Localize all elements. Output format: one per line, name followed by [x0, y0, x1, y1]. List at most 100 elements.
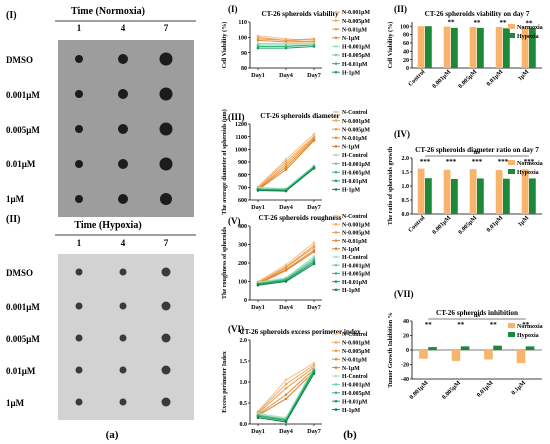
- data-point: [312, 257, 316, 260]
- bar-normoxia: [516, 350, 526, 364]
- spheroid: [75, 55, 83, 63]
- normoxia-row-dmso: DMSO: [6, 55, 33, 65]
- legend-label: N-0.01μM: [342, 357, 368, 363]
- legend-label: Hypoxia: [517, 333, 539, 339]
- significance-mark: ***: [446, 158, 457, 166]
- legend-label: N-Control: [342, 110, 368, 116]
- x-tick-label: 1μM: [517, 214, 531, 228]
- spheroid: [118, 194, 128, 204]
- x-tick-label: Day7: [307, 428, 321, 435]
- bar-normoxia: [419, 350, 428, 359]
- hypoxia-day-4: 4: [121, 238, 126, 248]
- y-axis-label: Cell Viability (%): [221, 22, 228, 69]
- bar-normoxia: [451, 350, 461, 361]
- legend-label: H-0.005μM: [342, 391, 371, 397]
- bar-normoxia: [484, 350, 493, 360]
- chart-title: CT-26 spheroids viability on day 7: [425, 10, 530, 18]
- bar-hypoxia: [477, 178, 484, 214]
- data-point: [312, 244, 316, 247]
- charts-panel: (I) CT-26 spheroids viability 80 90 100 110 Ce…: [221, 4, 543, 441]
- bar-normoxia: [521, 169, 529, 214]
- y-tick-label: 1.5: [240, 359, 248, 365]
- legend-label: H-1μM: [342, 70, 361, 76]
- legend-marker: [334, 153, 338, 157]
- y-tick-label: 100: [238, 36, 247, 42]
- data-point: [284, 420, 288, 424]
- spheroid: [75, 125, 83, 133]
- bar-hypoxia: [529, 178, 536, 214]
- legend-label: Normoxia: [517, 25, 543, 31]
- legend-marker: [334, 280, 338, 283]
- chart-iii: (III) CT-26 spheroids diameter 600 700 800 90…: [221, 109, 371, 215]
- chart-title: CT-26 spheroids diameter ratio on day 7: [415, 146, 539, 154]
- legend-marker: [334, 136, 338, 140]
- bar-normoxia: [417, 168, 425, 214]
- data-point: [284, 387, 288, 390]
- spheroid: [75, 90, 83, 98]
- chart-iv: (IV) CT-26 spheroids diameter ratio on da…: [387, 129, 543, 236]
- legend-label: N-0.001μM: [342, 341, 370, 347]
- normoxia-header: Time (Normoxia): [71, 6, 145, 17]
- x-tick-label: Day7: [307, 304, 321, 311]
- y-tick-label: 1.0: [402, 184, 410, 190]
- bar-hypoxia: [425, 178, 432, 214]
- spheroid: [118, 159, 128, 169]
- bar-normoxia: [521, 27, 529, 68]
- hypoxia-spheroids: [75, 267, 171, 407]
- normoxia-day-7: 7: [164, 23, 169, 33]
- hypoxia-row-1: 1μM: [6, 398, 25, 408]
- data-point: [284, 378, 288, 382]
- y-tick-label: 200: [238, 261, 247, 267]
- hypoxia-day-1: 1: [77, 238, 82, 248]
- data-point: [284, 160, 288, 164]
- data-point: [312, 132, 316, 136]
- bar-hypoxia: [451, 27, 458, 68]
- ns-label: ns: [474, 149, 481, 156]
- legend-label: N-1μM: [342, 36, 360, 42]
- data-point: [284, 397, 288, 401]
- legend-swatch: [508, 169, 515, 174]
- bar-normoxia: [443, 169, 451, 214]
- y-tick-label: 20: [403, 334, 409, 340]
- spheroid: [75, 302, 83, 310]
- x-tick-label: Day4: [279, 428, 293, 435]
- legend-label: N-1μM: [342, 247, 360, 253]
- legend-marker: [334, 383, 338, 386]
- panel-a-label: (a): [106, 429, 119, 441]
- data-point: [312, 241, 316, 244]
- normoxia-roman: (I): [6, 10, 17, 21]
- legend-label: N-0.01μM: [342, 136, 368, 142]
- spheroid: [75, 195, 83, 203]
- y-tick-label: 900: [238, 160, 247, 166]
- legend-marker: [334, 263, 338, 267]
- y-tick-label: 80: [241, 66, 247, 72]
- y-tick-label: 0.5: [402, 198, 410, 204]
- spheroid: [159, 52, 173, 66]
- normoxia-spheroids: [75, 52, 173, 205]
- x-tick-label: 0.005μM: [441, 379, 463, 401]
- series-line: [257, 369, 315, 416]
- spheroid: [75, 398, 83, 406]
- y-tick-label: 110: [238, 20, 247, 26]
- significance-mark: ***: [420, 158, 431, 166]
- chart-vii: (VII) CT-26 spheroids inhibition -40 -20 0 20…: [387, 289, 543, 401]
- legend-label: N-0.005μM: [342, 349, 370, 355]
- legend-label: N-Control: [342, 332, 368, 338]
- spheroid: [118, 124, 128, 134]
- hypoxia-day-7: 7: [164, 238, 169, 248]
- bar-normoxia: [417, 26, 425, 69]
- legend-label: N-0.001μM: [342, 10, 370, 16]
- legend-marker: [334, 45, 338, 48]
- legend-label: H-0.005μM: [342, 272, 371, 278]
- series-line: [257, 242, 315, 282]
- data-point: [312, 139, 316, 142]
- data-point: [312, 248, 316, 252]
- x-tick-label: Day4: [279, 204, 293, 211]
- legend-swatch: [508, 160, 515, 165]
- bar-normoxia: [469, 169, 477, 214]
- legend-label: H-0.01μM: [342, 280, 368, 286]
- legend-marker: [334, 366, 338, 369]
- legend-swatch: [508, 33, 515, 38]
- bar-hypoxia: [503, 178, 510, 214]
- legend-marker: [334, 391, 338, 395]
